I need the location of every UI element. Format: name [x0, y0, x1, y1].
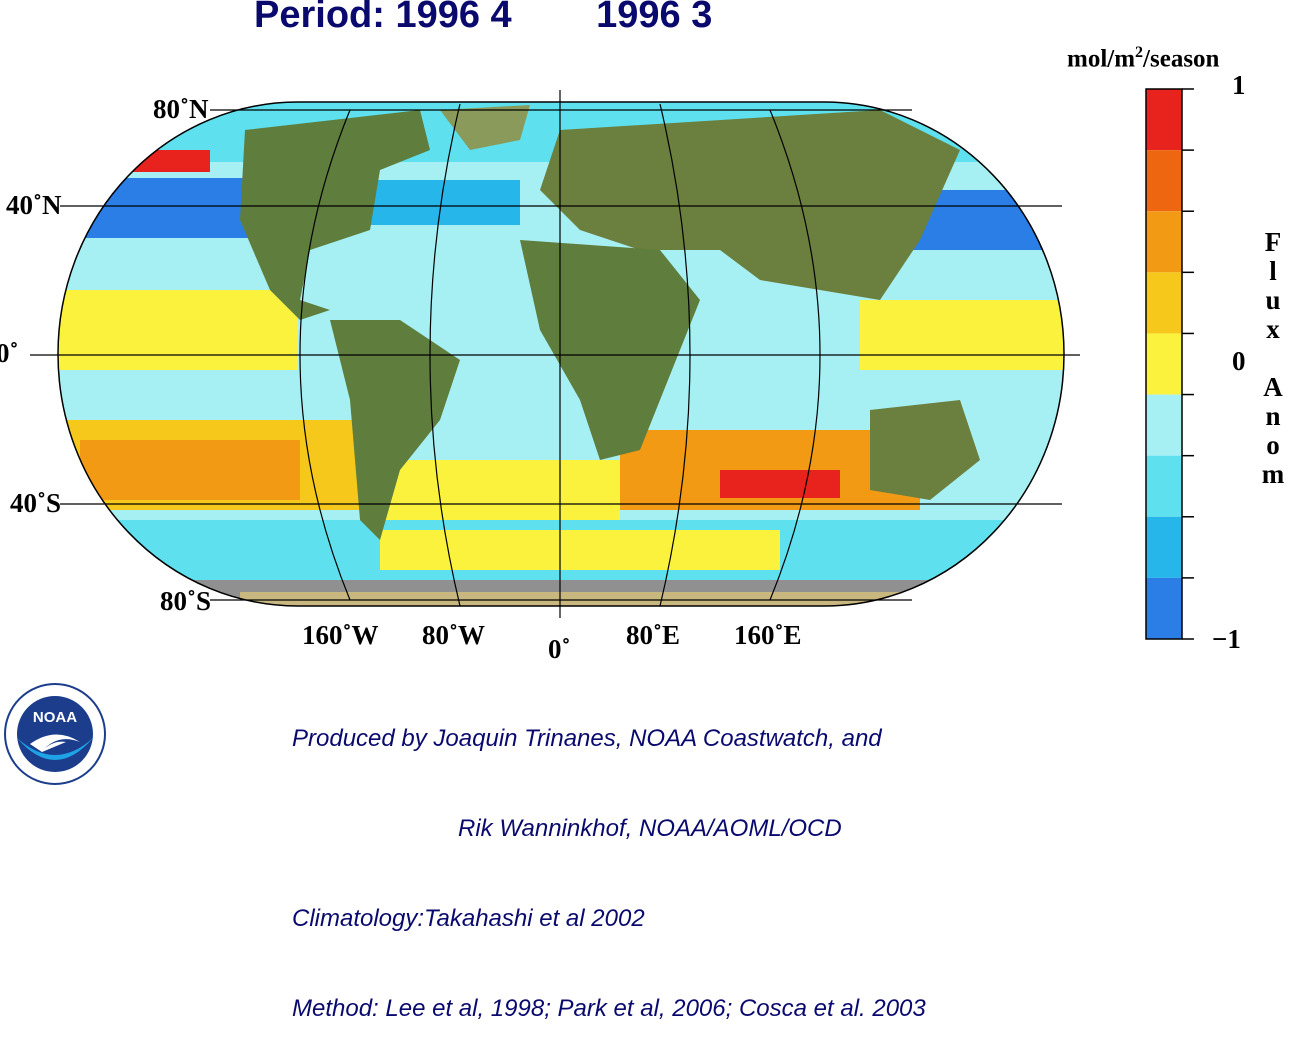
lon-label-160w: 160˚W: [302, 620, 379, 650]
meridian-80e: [659, 103, 691, 607]
meridian-80w: [429, 103, 461, 607]
globe-outline: [57, 101, 1065, 607]
colorbar: [1145, 88, 1194, 640]
credit-line-4: Method: Lee et al, 1998; Park et al, 200…: [292, 995, 926, 1022]
noaa-logo: NOAA: [4, 683, 106, 785]
south-indian-red: [720, 470, 840, 498]
south-pacific-deep-orange: [80, 440, 300, 500]
lon-label-80w: 80˚W: [422, 620, 485, 650]
colorbar-min-label: −1: [1212, 624, 1241, 654]
colorbar-swatch: [1146, 333, 1182, 395]
lat-label-80s: 80˚S: [160, 586, 212, 616]
south-atlantic-yellow: [380, 460, 620, 520]
east-pacific-yellow: [58, 290, 298, 370]
lon-label-160e: 160˚E: [734, 620, 802, 650]
credit-line-3: Climatology:Takahashi et al 2002: [292, 905, 645, 932]
greenland: [440, 105, 530, 150]
axis-title-letter: x: [1266, 314, 1280, 344]
axis-title-letter: n: [1265, 401, 1281, 431]
colorbar-swatch: [1146, 577, 1182, 639]
lat-label-40n: 40˚N: [6, 190, 62, 220]
colorbar-unit-label: mol/m2/season: [1067, 44, 1220, 73]
noaa-logo-text: NOAA: [33, 709, 77, 726]
ocean-flux-field: [58, 102, 1064, 606]
colorbar-swatch: [1146, 150, 1182, 212]
antarctica: [240, 592, 1000, 606]
north-america: [240, 110, 430, 320]
axis-title-letter: u: [1265, 285, 1281, 315]
axis-title-letter: [1258, 344, 1288, 373]
meridian-160e: [769, 109, 821, 601]
credit-line-1: Produced by Joaquin Trinanes, NOAA Coast…: [292, 725, 882, 752]
lon-label-0: 0˚: [548, 634, 571, 664]
southern-ocean-yellow: [380, 530, 780, 570]
map-title: Period: 1996 4 1996 3: [254, 0, 712, 37]
australia: [870, 400, 980, 500]
credit-line-2: Rik Wanninkhof, NOAA/AOML/OCD: [458, 815, 842, 842]
west-pacific-yellow: [860, 300, 1064, 370]
axis-title-letter: m: [1261, 459, 1285, 489]
colorbar-swatch: [1146, 516, 1182, 578]
period-label: Period: 1996 4: [254, 0, 512, 36]
colorbar-swatch: [1146, 272, 1182, 334]
colorbar-max-label: 1: [1232, 70, 1246, 100]
seagull-icon: [30, 734, 80, 752]
colorbar-swatch: [1146, 211, 1182, 273]
colorbar-mid-label: 0: [1232, 346, 1246, 376]
credits-block: Produced by Joaquin Trinanes, NOAA Coast…: [292, 664, 926, 1054]
meridian-160w: [299, 109, 351, 601]
colorbar-frame: [1145, 88, 1183, 640]
africa: [520, 240, 700, 460]
lon-label-80e: 80˚E: [626, 620, 680, 650]
lat-label-40s: 40˚S: [10, 488, 62, 518]
lat-label-80n: 80˚N: [153, 94, 209, 124]
bering-red: [130, 150, 210, 172]
axis-title-letter: l: [1269, 256, 1277, 286]
lat-label-0: 0˚: [0, 338, 19, 368]
axis-title-letter: o: [1266, 430, 1280, 460]
colorbar-swatch: [1146, 455, 1182, 517]
eurasia: [540, 110, 960, 300]
graticule: [30, 90, 1080, 618]
colorbar-swatch: [1146, 394, 1182, 456]
axis-title-letter: A: [1263, 372, 1283, 402]
south-america: [330, 320, 460, 540]
north-pacific-blue: [58, 178, 258, 238]
world-map: [30, 90, 1080, 618]
axis-title-letter: F: [1264, 227, 1282, 257]
colorbar-swatch: [1146, 89, 1182, 151]
compare-label: 1996 3: [596, 0, 713, 36]
